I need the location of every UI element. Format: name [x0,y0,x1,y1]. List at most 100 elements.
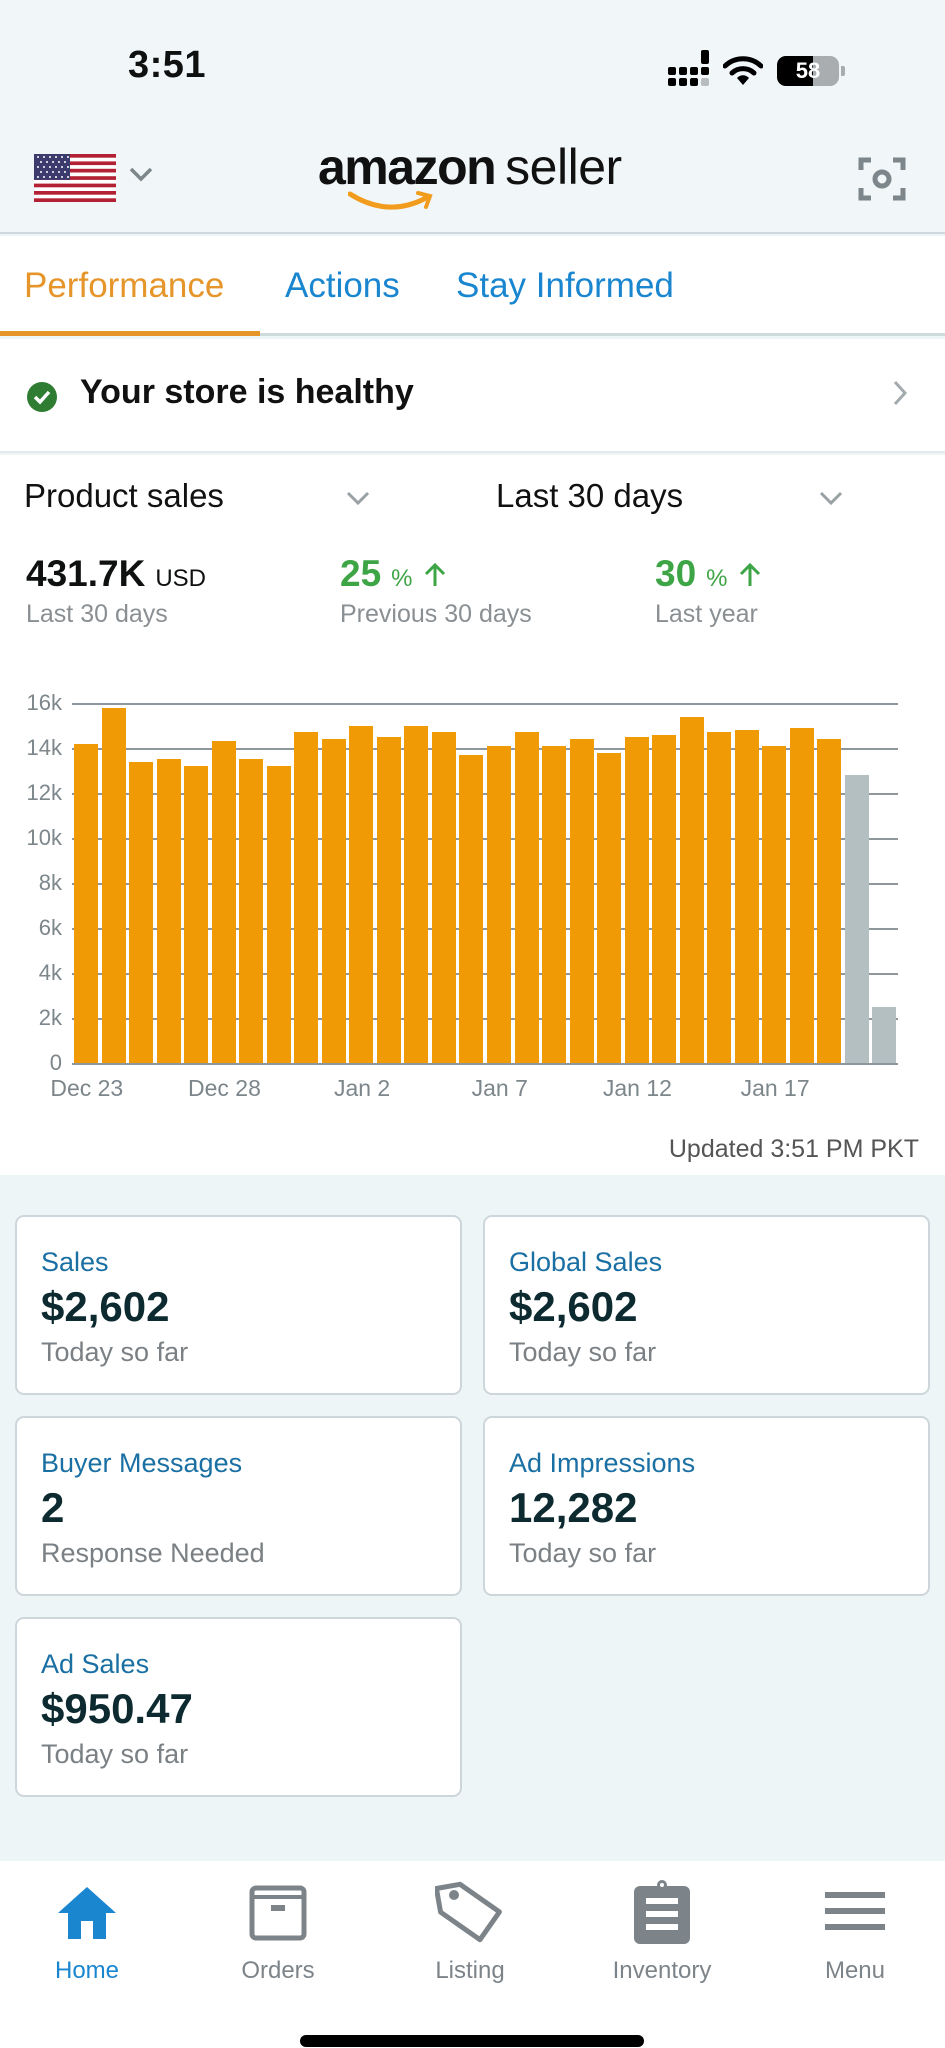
bar[interactable] [74,743,99,1063]
bar[interactable] [459,754,484,1063]
card-value: $2,602 [41,1283,170,1330]
home-indicator [300,2035,644,2047]
gridline [72,748,898,750]
logo-suffix: seller [505,139,622,195]
status-time: 3:51 [128,44,207,86]
kpi-last-year-label: Last year [655,600,758,628]
tab-stay-informed[interactable]: Stay Informed [456,266,674,305]
card-title: Ad Sales [41,1649,150,1679]
updated-timestamp: Updated 3:51 PM PKT [668,1135,919,1163]
bar[interactable] [211,741,236,1063]
bar[interactable] [817,739,842,1063]
bar[interactable] [762,745,787,1063]
bar[interactable] [184,766,209,1063]
arrow-up-icon [424,562,445,586]
card-value: 12,282 [509,1484,638,1531]
bar[interactable] [542,745,567,1063]
nav-label: Inventory [612,1957,712,1984]
us-flag-icon[interactable] [34,154,116,202]
bar[interactable] [679,716,704,1063]
x-tick-label: Jan 7 [471,1075,528,1101]
bar[interactable] [266,766,291,1063]
nav-home[interactable]: Home [12,1877,162,1985]
chevron-down-icon[interactable] [128,164,154,184]
bar[interactable] [156,759,181,1063]
battery-icon: 58 [777,56,845,86]
sales-chart-section: Product sales Last 30 days 431.7K USD Las… [0,455,945,1175]
bar[interactable] [321,739,346,1063]
check-circle-icon [27,382,57,412]
arrow-up-icon [739,562,760,586]
tab-actions[interactable]: Actions [285,266,400,305]
bar[interactable] [349,725,374,1063]
chevron-down-icon[interactable] [345,489,371,507]
bar[interactable] [597,752,622,1063]
bar[interactable] [514,732,539,1063]
bar[interactable] [652,734,677,1063]
nav-label: Menu [824,1957,886,1984]
bar[interactable] [129,761,154,1063]
battery-level: 58 [795,58,821,83]
nav-label: Listing [435,1957,505,1984]
hamburger-menu-icon [825,1892,885,1930]
card-buyer-messages[interactable]: Buyer Messages 2 Response Needed [15,1416,462,1596]
bar[interactable] [624,736,649,1063]
gridline [72,883,898,885]
tab-performance[interactable]: Performance [24,266,225,305]
bar[interactable] [239,759,264,1063]
card-title: Sales [41,1247,109,1277]
nav-orders[interactable]: Orders [203,1877,353,1985]
nav-listing[interactable]: Listing [395,1877,545,1985]
tag-icon [435,1881,502,1943]
bar[interactable] [431,732,456,1063]
chevron-down-icon[interactable] [818,489,844,507]
gridline [72,703,898,705]
x-tick-label: Dec 28 [187,1075,261,1101]
x-tick-label: Jan 2 [333,1075,391,1101]
bar[interactable] [101,707,126,1063]
logo-brand: amazon [318,139,497,195]
y-tick-label: 4k [38,960,62,985]
card-global-sales[interactable]: Global Sales $2,602 Today so far [483,1215,930,1395]
card-sales[interactable]: Sales $2,602 Today so far [15,1215,462,1395]
period-selector[interactable]: Last 30 days [496,477,684,514]
sales-bar-chart[interactable]: 0 2k 4k 6k 8k 10k 12k 14k 16k Dec 23 Dec 28 Jan 2 J… [0,675,945,1101]
bar-series [73,675,899,1063]
bar[interactable] [487,745,512,1063]
bar[interactable] [569,739,594,1063]
gridline [72,1018,898,1020]
amazon-seller-logo: amazon seller [318,139,622,210]
bar[interactable] [376,736,401,1063]
card-subtitle: Today so far [41,1739,189,1769]
cellular-signal-icon [668,50,709,86]
y-tick-label: 14k [26,735,62,760]
card-subtitle: Today so far [41,1337,189,1367]
nav-menu[interactable]: Menu [780,1877,930,1985]
card-ad-impressions[interactable]: Ad Impressions 12,282 Today so far [483,1416,930,1596]
card-title: Buyer Messages [41,1448,243,1478]
chevron-right-icon [893,380,908,406]
bar[interactable] [789,727,814,1063]
metric-selector[interactable]: Product sales [24,477,224,514]
card-subtitle: Today so far [509,1337,657,1367]
nav-inventory[interactable]: Inventory [587,1877,737,1985]
percent-sign: % [391,565,413,592]
y-tick-label: 16k [26,690,62,715]
nav-label: Home [54,1957,120,1984]
clipboard-icon [634,1880,690,1944]
status-icons: 58 [668,50,845,86]
card-title: Global Sales [509,1247,663,1277]
kpi-previous-value: 25 [340,553,382,594]
section-tabs: Performance Actions Stay Informed [0,236,945,336]
scan-camera-icon[interactable] [857,154,907,204]
gridline [72,1063,898,1065]
card-ad-sales[interactable]: Ad Sales $950.47 Today so far [15,1617,462,1797]
bar[interactable] [707,732,732,1063]
store-health-row[interactable]: Your store is healthy [0,339,945,453]
bar[interactable] [734,730,759,1063]
bar[interactable] [844,775,869,1063]
bar[interactable] [294,732,319,1063]
app-header: amazon seller [0,120,945,234]
bar[interactable] [404,725,429,1063]
bar[interactable] [872,1006,897,1063]
